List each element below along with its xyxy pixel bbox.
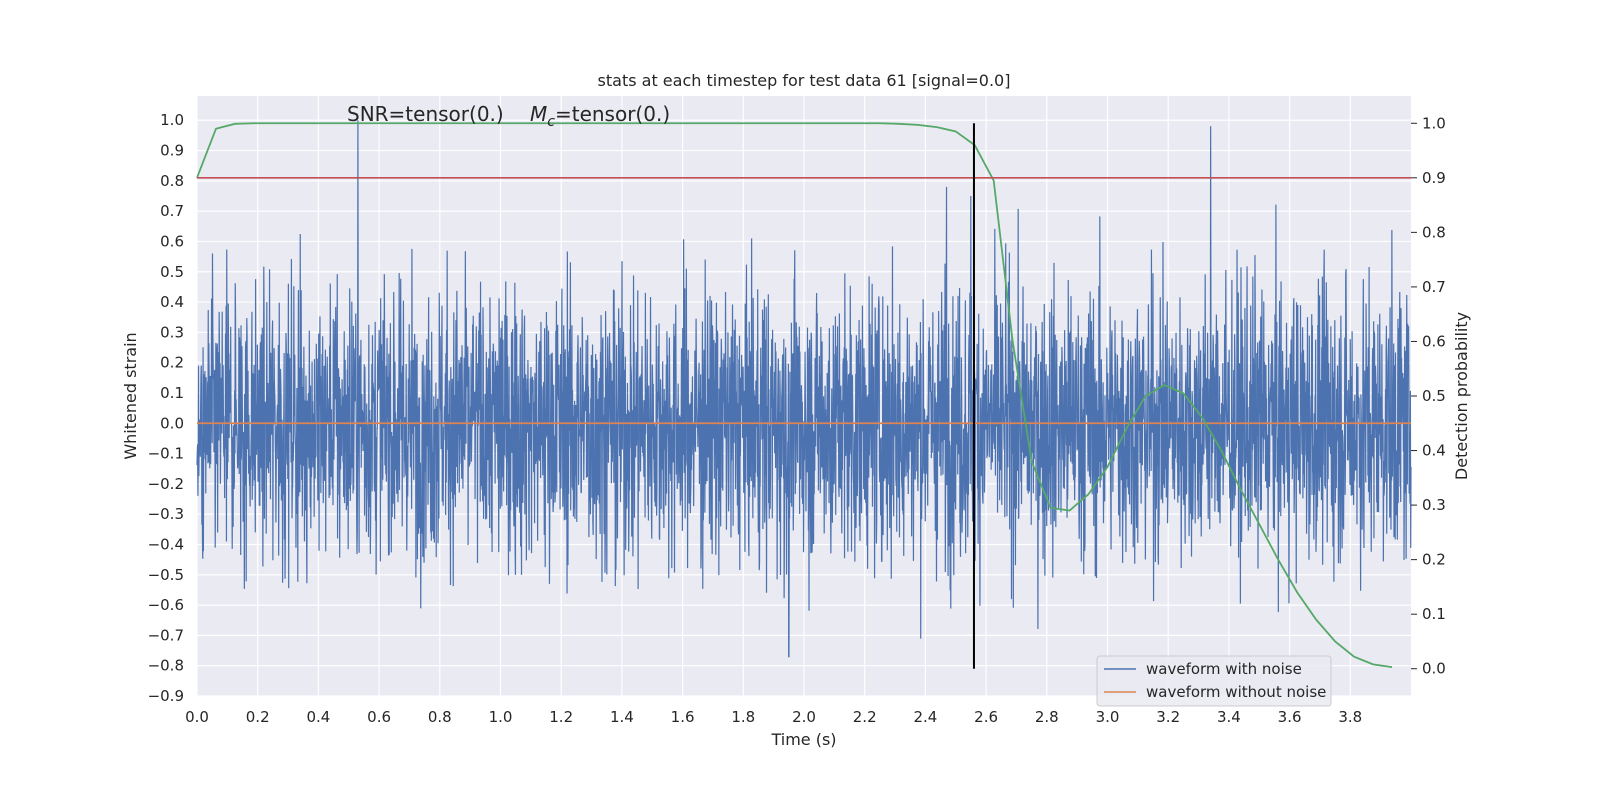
y-axis-right-ticks: 1.0 0.9 0.8 0.7 0.6 0.5 0.4 0.3 0.2 0.1 0.0 xyxy=(1411,114,1446,678)
x-tick-label-6: 1.2 xyxy=(549,708,573,726)
x-tick-label-17: 3.4 xyxy=(1217,708,1241,726)
y-left-tick-label-6: 0.4 xyxy=(160,293,184,311)
x-axis-ticks: 0.0 0.2 0.4 0.6 0.8 1.0 1.2 1.4 1.6 1.8 2.0 2.2 2.4 2… xyxy=(185,708,1362,726)
x-tick-label-11: 2.2 xyxy=(853,708,877,726)
y-left-tick-label-14: −0.4 xyxy=(148,535,184,553)
x-tick-label-18: 3.6 xyxy=(1278,708,1302,726)
y-right-tick-label-6: 0.4 xyxy=(1422,442,1446,460)
y-right-tick-label-5: 0.5 xyxy=(1422,387,1446,405)
series-detection-probability xyxy=(196,122,1393,668)
y-left-tick-label-5: 0.5 xyxy=(160,263,184,281)
x-tick-label-13: 2.6 xyxy=(974,708,998,726)
y-left-tick-label-12: −0.2 xyxy=(148,475,184,493)
y-right-tick-label-9: 0.1 xyxy=(1422,605,1446,623)
y-right-tick-label-0: 1.0 xyxy=(1422,114,1446,132)
x-tick-label-9: 1.8 xyxy=(731,708,755,726)
y-right-tick-label-10: 0.0 xyxy=(1422,660,1446,678)
y-left-tick-label-13: −0.3 xyxy=(148,505,184,523)
x-axis-label: Time (s) xyxy=(770,730,836,749)
chart-title: stats at each timestep for test data 61 … xyxy=(598,71,1011,90)
x-tick-label-0: 0.0 xyxy=(185,708,209,726)
legend: waveform with noise waveform without noi… xyxy=(1096,655,1332,707)
x-tick-label-10: 2.0 xyxy=(792,708,816,726)
x-tick-label-5: 1.0 xyxy=(489,708,513,726)
x-tick-label-12: 2.4 xyxy=(913,708,937,726)
y-left-tick-label-0: 1.0 xyxy=(160,111,184,129)
y-left-tick-label-17: −0.7 xyxy=(148,626,184,644)
x-tick-label-3: 0.6 xyxy=(367,708,391,726)
mc-value: =tensor(0.) xyxy=(555,102,670,126)
y-axis-left-ticks: 1.0 0.9 0.8 0.7 0.6 0.5 0.4 0.3 0.2 0.1 0.0 −0.1 −0.… xyxy=(148,111,184,705)
x-tick-label-1: 0.2 xyxy=(246,708,270,726)
x-tick-label-4: 0.8 xyxy=(428,708,452,726)
x-tick-label-19: 3.8 xyxy=(1338,708,1362,726)
y-right-tick-label-8: 0.2 xyxy=(1422,551,1446,569)
y-left-tick-label-7: 0.3 xyxy=(160,323,184,341)
y-left-tick-label-16: −0.6 xyxy=(148,596,184,614)
y-left-tick-label-3: 0.7 xyxy=(160,202,184,220)
x-tick-label-15: 3.0 xyxy=(1096,708,1120,726)
x-tick-label-7: 1.4 xyxy=(610,708,634,726)
y-right-tick-label-3: 0.7 xyxy=(1422,278,1446,296)
y-left-tick-label-8: 0.2 xyxy=(160,354,184,372)
y-left-tick-label-18: −0.8 xyxy=(148,657,184,675)
x-tick-label-16: 3.2 xyxy=(1156,708,1180,726)
probability-trace xyxy=(196,122,1393,668)
y-axis-right-label: Detection probability xyxy=(1452,312,1471,480)
mc-subscript: c xyxy=(547,114,555,130)
x-tick-label-8: 1.6 xyxy=(671,708,695,726)
y-left-tick-label-9: 0.1 xyxy=(160,384,184,402)
legend-label-clean: waveform without noise xyxy=(1146,683,1326,701)
mc-symbol: M xyxy=(530,102,547,126)
y-right-tick-label-1: 0.9 xyxy=(1422,169,1446,187)
y-left-tick-label-19: −0.9 xyxy=(148,687,184,705)
x-tick-label-2: 0.4 xyxy=(306,708,330,726)
y-left-tick-label-11: −0.1 xyxy=(148,445,184,463)
y-axis-left-label: Whitened strain xyxy=(121,332,140,459)
y-left-tick-label-1: 0.9 xyxy=(160,142,184,160)
legend-label-noise: waveform with noise xyxy=(1146,660,1302,678)
series-waveform-with-noise xyxy=(196,120,1412,658)
x-tick-label-14: 2.8 xyxy=(1035,708,1059,726)
mc-annotation: Mc=tensor(0.) xyxy=(530,102,670,130)
y-right-tick-label-2: 0.8 xyxy=(1422,223,1446,241)
y-right-tick-label-7: 0.3 xyxy=(1422,496,1446,514)
legend-box xyxy=(1096,655,1332,707)
y-left-tick-label-10: 0.0 xyxy=(160,414,184,432)
y-right-tick-label-4: 0.6 xyxy=(1422,332,1446,350)
y-left-tick-label-2: 0.8 xyxy=(160,172,184,190)
y-left-tick-label-4: 0.6 xyxy=(160,232,184,250)
noise-trace xyxy=(196,120,1412,658)
snr-annotation: SNR=tensor(0.) xyxy=(347,102,504,126)
y-left-tick-label-15: −0.5 xyxy=(148,566,184,584)
